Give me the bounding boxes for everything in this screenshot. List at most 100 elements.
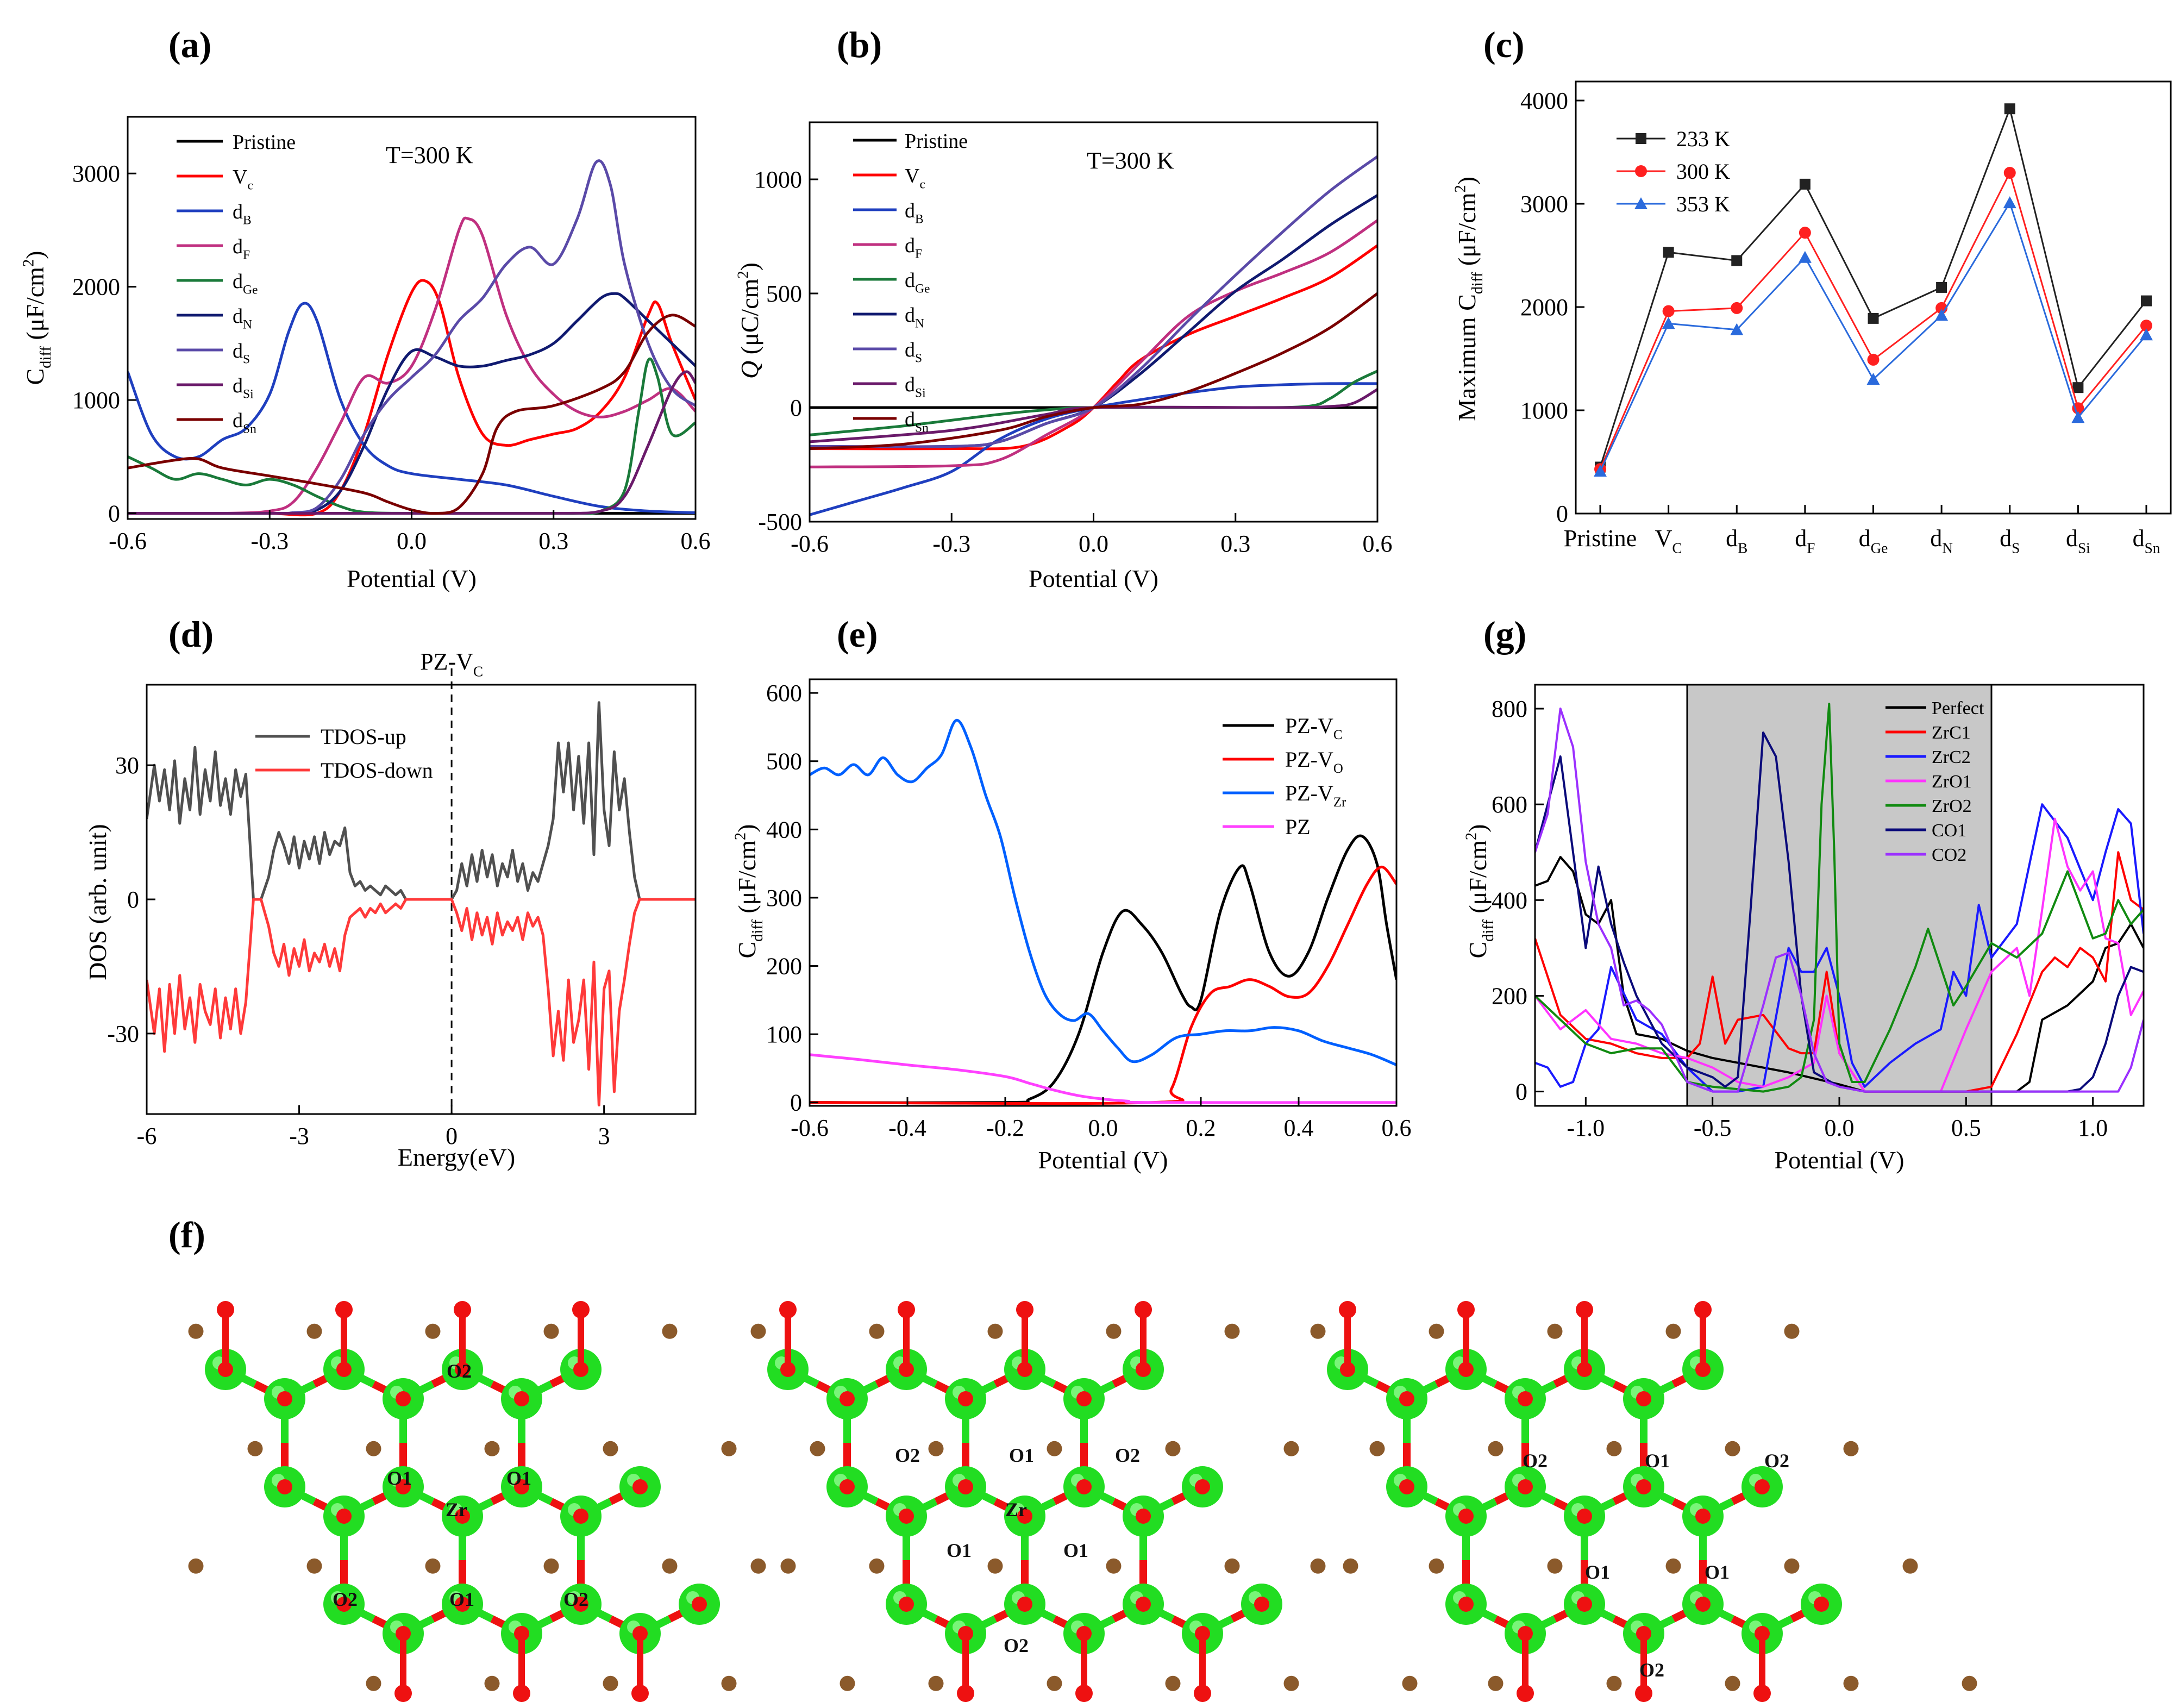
chart-title: PZ-VC — [420, 648, 483, 679]
o-atom — [1399, 1391, 1414, 1406]
c-atom — [543, 1558, 559, 1574]
y-axis-label: Q (μC/cm2) — [735, 262, 763, 379]
o-atom — [899, 1597, 914, 1612]
legend-label-d_Sn: dSn — [905, 408, 929, 435]
y-axis-label: Cdiff (μF/cm2) — [1463, 824, 1496, 959]
x-tick-label-d_N: dN — [1930, 525, 1953, 556]
y-tick-label: 0 — [1556, 500, 1568, 527]
legend-label-d_F: dF — [905, 234, 922, 261]
x-tick-label: 0.5 — [1951, 1115, 1981, 1141]
plot-frame — [809, 678, 1398, 1107]
legend-label-300: 300 K — [1676, 159, 1730, 184]
o-atom — [1636, 1479, 1651, 1494]
c-atom — [1606, 1675, 1622, 1691]
x-tick-label: -0.6 — [791, 530, 829, 557]
o-atom — [277, 1479, 292, 1494]
c-atom — [987, 1323, 1003, 1339]
c-atom — [1784, 1323, 1800, 1339]
marker-233 — [2004, 103, 2015, 115]
y-tick-label: 1000 — [72, 387, 120, 414]
marker-233 — [1799, 178, 1811, 190]
o-atom — [455, 1597, 470, 1612]
c-atom — [425, 1323, 441, 1339]
c-atom — [780, 1558, 796, 1574]
o-atom — [631, 1685, 649, 1702]
c-atom — [1547, 1558, 1563, 1574]
chart-e: -0.6 -0.4 -0.2 0.0 0.2 0.4 0.6 0 100 200 300 400 500… — [732, 678, 1412, 1174]
o-atom — [958, 1479, 973, 1494]
legend-label-PZ: PZ — [1285, 815, 1311, 839]
o-atom — [1340, 1362, 1355, 1377]
marker-353 — [1594, 465, 1607, 477]
c-atom — [1224, 1323, 1240, 1339]
o-atom — [1458, 1509, 1474, 1524]
site-label-O2: O2 — [1115, 1444, 1140, 1466]
c-atom — [869, 1558, 885, 1574]
o-atom — [1577, 1362, 1592, 1377]
o-atom — [1194, 1685, 1211, 1702]
c-atom — [1283, 1441, 1299, 1456]
series-line-d_F — [128, 216, 696, 515]
legend-label-d_B: dB — [233, 201, 252, 228]
c-atom — [1310, 1558, 1326, 1574]
legend-label-PZ-VZr: PZ-VZr — [1285, 781, 1346, 810]
o-atom — [1339, 1301, 1356, 1318]
o-atom — [1017, 1362, 1032, 1377]
x-tick-label-d_Ge: dGe — [1859, 525, 1888, 556]
y-tick-label: 500 — [766, 748, 802, 775]
c-atom — [1106, 1323, 1122, 1339]
y-tick-label: 3000 — [1520, 191, 1568, 217]
c-atom — [484, 1675, 500, 1691]
crystal-structures: O2 O1 O1 Zr O2 O1 O2 O2 O1 O2 Zr O1 O1 O2 O2 O1 O2 O1 O1 O2 — [188, 1301, 1977, 1702]
y-tick-label: 100 — [766, 1021, 802, 1048]
c-atom — [1283, 1675, 1299, 1691]
c-atom — [1902, 1558, 1918, 1574]
c-atom — [1843, 1675, 1859, 1691]
marker-353 — [1798, 251, 1812, 263]
c-atom — [928, 1675, 944, 1691]
series-line-ZrC2 — [1535, 803, 2144, 1093]
site-label-O2: O2 — [1004, 1635, 1029, 1656]
c-atom — [1784, 1558, 1800, 1574]
x-tick-label: -0.3 — [250, 528, 289, 554]
c-atom — [1962, 1675, 1977, 1691]
x-tick-label-d_Sn: dSn — [2133, 525, 2160, 556]
c-atom — [1665, 1558, 1681, 1574]
legend-label-233: 233 K — [1676, 127, 1730, 151]
y-tick-label: 600 — [766, 680, 802, 706]
c-atom — [1047, 1441, 1062, 1456]
o-atom — [1518, 1391, 1533, 1406]
o-atom — [335, 1301, 353, 1318]
y-tick-label: 0 — [1515, 1079, 1527, 1105]
o-atom — [1195, 1479, 1210, 1494]
site-label-O1: O1 — [387, 1467, 412, 1489]
legend-label-PZ-VO: PZ-VO — [1285, 747, 1343, 776]
site-label-O1: O1 — [1645, 1450, 1670, 1472]
o-atom — [1695, 1597, 1711, 1612]
legend-label-ZrC2: ZrC2 — [1932, 747, 1971, 767]
o-atom — [573, 1597, 588, 1612]
legend-label-CO2: CO2 — [1932, 845, 1966, 865]
o-atom — [1017, 1597, 1032, 1612]
c-atom — [1047, 1675, 1062, 1691]
y-tick-label: 0 — [790, 1090, 802, 1116]
y-tick-label: 400 — [766, 816, 802, 843]
legend-label-tdos_down: TDOS-down — [321, 758, 433, 783]
c-atom — [987, 1558, 1003, 1574]
legend-label-d_F: dF — [233, 235, 250, 262]
series-line-PZ-VO — [810, 865, 1396, 1105]
series-line-d_S — [810, 155, 1377, 448]
o-atom — [632, 1479, 648, 1494]
o-atom — [217, 1301, 234, 1318]
site-label-Zr: Zr — [1005, 1499, 1027, 1521]
c-atom — [1488, 1441, 1504, 1456]
c-atom — [750, 1323, 766, 1339]
x-tick-label: 3 — [598, 1123, 610, 1149]
series-line-CO1 — [1535, 731, 2144, 1093]
c-atom — [366, 1441, 381, 1456]
shaded-region — [1686, 684, 1993, 1107]
site-label-O2: O2 — [1764, 1450, 1789, 1472]
c-atom — [1488, 1675, 1504, 1691]
o-atom — [336, 1362, 352, 1377]
